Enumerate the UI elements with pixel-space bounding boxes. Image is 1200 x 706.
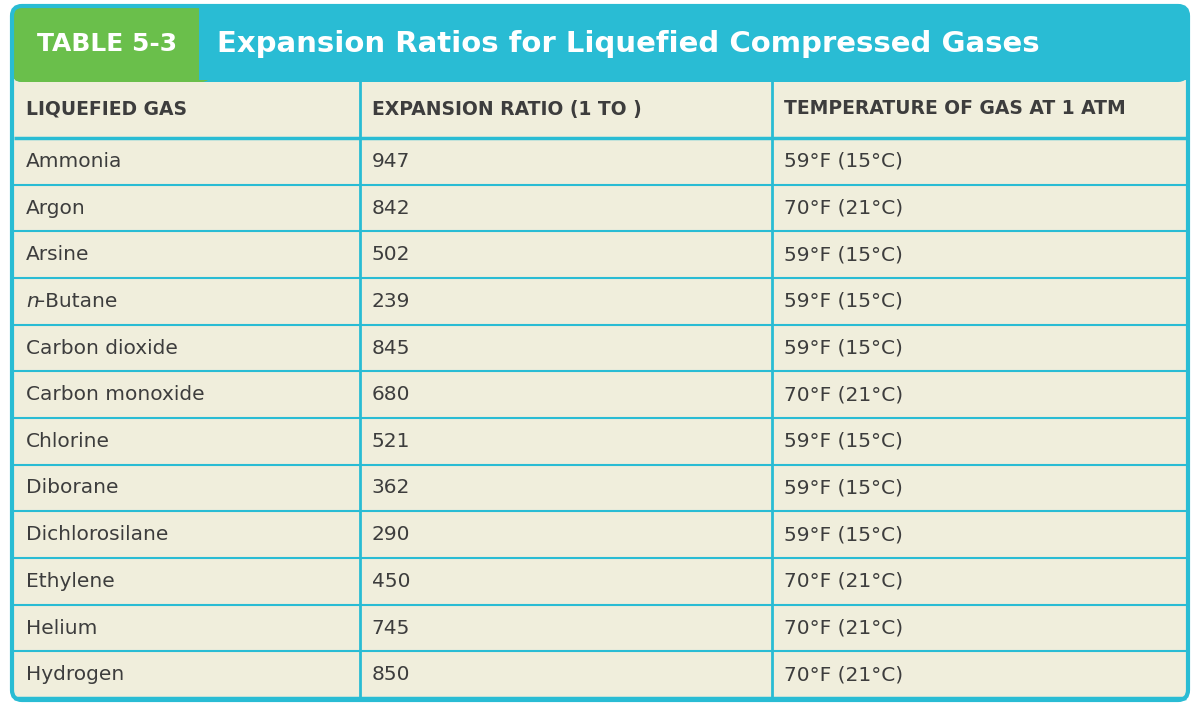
Text: 239: 239 <box>372 292 410 311</box>
Text: 70°F (21°C): 70°F (21°C) <box>785 618 904 638</box>
Text: 59°F (15°C): 59°F (15°C) <box>785 479 904 498</box>
Text: 59°F (15°C): 59°F (15°C) <box>785 152 904 171</box>
Text: 362: 362 <box>372 479 410 498</box>
Text: –Butane: –Butane <box>35 292 118 311</box>
Text: 502: 502 <box>372 245 410 264</box>
Text: 59°F (15°C): 59°F (15°C) <box>785 432 904 451</box>
Text: Carbon dioxide: Carbon dioxide <box>26 338 178 357</box>
Text: 850: 850 <box>372 665 410 684</box>
Text: 842: 842 <box>372 198 410 217</box>
Text: Diborane: Diborane <box>26 479 119 498</box>
FancyBboxPatch shape <box>12 6 211 82</box>
Text: 59°F (15°C): 59°F (15°C) <box>785 525 904 544</box>
Text: 70°F (21°C): 70°F (21°C) <box>785 198 904 217</box>
Text: TABLE 5-3: TABLE 5-3 <box>36 32 176 56</box>
Text: LIQUEFIED GAS: LIQUEFIED GAS <box>26 100 187 119</box>
Text: Hydrogen: Hydrogen <box>26 665 125 684</box>
Text: n: n <box>26 292 38 311</box>
Text: Arsine: Arsine <box>26 245 90 264</box>
Text: 59°F (15°C): 59°F (15°C) <box>785 245 904 264</box>
Text: 290: 290 <box>372 525 410 544</box>
Text: 680: 680 <box>372 385 410 404</box>
Text: 70°F (21°C): 70°F (21°C) <box>785 385 904 404</box>
Text: Argon: Argon <box>26 198 85 217</box>
Bar <box>184 8 209 80</box>
Text: TEMPERATURE OF GAS AT 1 ATM: TEMPERATURE OF GAS AT 1 ATM <box>785 100 1126 119</box>
Text: Helium: Helium <box>26 618 97 638</box>
Text: Expansion Ratios for Liquefied Compressed Gases: Expansion Ratios for Liquefied Compresse… <box>217 30 1040 58</box>
Bar <box>14 80 1186 698</box>
Text: 59°F (15°C): 59°F (15°C) <box>785 292 904 311</box>
Text: 521: 521 <box>372 432 410 451</box>
Text: 59°F (15°C): 59°F (15°C) <box>785 338 904 357</box>
FancyBboxPatch shape <box>12 6 1188 82</box>
Text: 845: 845 <box>372 338 410 357</box>
Text: Ammonia: Ammonia <box>26 152 122 171</box>
Text: Chlorine: Chlorine <box>26 432 110 451</box>
Text: 947: 947 <box>372 152 410 171</box>
Text: 70°F (21°C): 70°F (21°C) <box>785 665 904 684</box>
Text: 450: 450 <box>372 572 410 591</box>
Text: Ethylene: Ethylene <box>26 572 115 591</box>
Text: Carbon monoxide: Carbon monoxide <box>26 385 205 404</box>
Text: 745: 745 <box>372 618 410 638</box>
Bar <box>199 8 1186 80</box>
Text: EXPANSION RATIO (1 TO ): EXPANSION RATIO (1 TO ) <box>372 100 642 119</box>
Text: 70°F (21°C): 70°F (21°C) <box>785 572 904 591</box>
Text: Dichlorosilane: Dichlorosilane <box>26 525 168 544</box>
